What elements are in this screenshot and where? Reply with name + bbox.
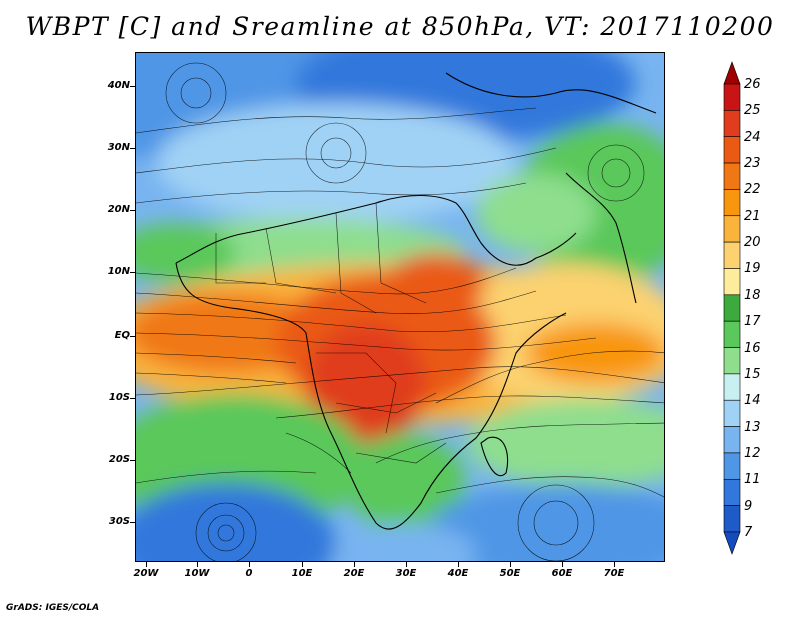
lon-label-20w: 20W	[133, 568, 159, 579]
colorbar-cell	[723, 136, 741, 164]
lat-label-30n: 30N	[107, 142, 130, 153]
lon-tick	[249, 562, 250, 567]
lat-tick	[130, 148, 135, 149]
lat-tick	[130, 86, 135, 87]
lat-label-20n: 20N	[107, 204, 130, 215]
colorbar-cell	[723, 61, 741, 85]
colorbar-label: 14	[744, 393, 761, 409]
lon-label-20e: 20E	[343, 568, 365, 579]
colorbar-label: 19	[744, 261, 761, 277]
colorbar-label: 23	[744, 156, 761, 172]
lon-label-10e: 10E	[291, 568, 313, 579]
lat-label-30s: 30S	[108, 516, 130, 527]
lat-tick	[130, 398, 135, 399]
lon-tick	[406, 562, 407, 567]
colorbar-cell	[723, 83, 741, 111]
streamlines	[136, 62, 664, 561]
lon-tick	[354, 562, 355, 567]
colorbar-cell	[723, 505, 741, 533]
colorbar-cell	[723, 215, 741, 243]
lat-tick	[130, 460, 135, 461]
lon-tick	[614, 562, 615, 567]
lon-label-60e: 60E	[551, 568, 573, 579]
colorbar-cell	[723, 373, 741, 401]
colorbar-cell	[723, 294, 741, 322]
lat-label-10n: 10N	[107, 266, 130, 277]
lat-label-eq: EQ	[114, 330, 130, 341]
lon-tick	[458, 562, 459, 567]
colorbar-label: 7	[744, 525, 753, 540]
colorbar-label: 12	[744, 445, 761, 461]
lon-tick	[302, 562, 303, 567]
colorbar-label: 15	[744, 366, 761, 382]
colorbar-label: 13	[744, 419, 761, 435]
colorbar-cell	[723, 241, 741, 269]
lon-tick	[197, 562, 198, 567]
lon-label-30e: 30E	[395, 568, 417, 579]
colorbar-label: 26	[744, 77, 761, 92]
colorbar-cell	[723, 452, 741, 480]
colorbar-cell	[723, 162, 741, 190]
lon-tick	[562, 562, 563, 567]
lat-tick	[130, 272, 135, 273]
lon-label-0: 0	[245, 568, 253, 579]
colorbar-label: 22	[744, 182, 761, 198]
lat-label-10s: 10S	[108, 392, 130, 403]
colorbar-label: 20	[744, 235, 761, 251]
colorbar-label: 21	[744, 208, 761, 224]
wbpt-field	[136, 53, 664, 561]
colorbar-label: 18	[744, 287, 761, 303]
map-title: WBPT [C] and Sreamline at 850hPa, VT: 20…	[25, 12, 775, 41]
colorbar-cell	[723, 320, 741, 348]
lon-label-40e: 40E	[447, 568, 469, 579]
lat-tick	[130, 210, 135, 211]
colorbar-cell	[723, 426, 741, 454]
colorbar	[723, 61, 741, 555]
colorbar-cell	[723, 268, 741, 296]
colorbar-label: 9	[744, 498, 753, 514]
colorbar-cell	[723, 110, 741, 138]
lon-tick	[146, 562, 147, 567]
lat-label-40n: 40N	[107, 80, 130, 91]
colorbar-label: 25	[744, 103, 761, 119]
lon-label-50e: 50E	[499, 568, 521, 579]
colorbar-cell	[723, 478, 741, 506]
lat-tick	[130, 522, 135, 523]
colorbar-label: 24	[744, 129, 761, 145]
colorbar-cell	[723, 189, 741, 217]
lon-label-70e: 70E	[603, 568, 625, 579]
lat-tick	[130, 336, 135, 337]
lat-label-20s: 20S	[108, 454, 130, 465]
map-panel[interactable]	[135, 52, 665, 562]
colorbar-cell	[723, 399, 741, 427]
credit-text: GrADS: IGES/COLA	[6, 603, 100, 613]
colorbar-label: 11	[744, 472, 761, 488]
colorbar-label: 17	[744, 314, 761, 330]
lon-label-10w: 10W	[184, 568, 210, 579]
colorbar-cell	[723, 531, 741, 555]
lon-tick	[510, 562, 511, 567]
colorbar-label: 16	[744, 340, 761, 356]
colorbar-cell	[723, 347, 741, 375]
